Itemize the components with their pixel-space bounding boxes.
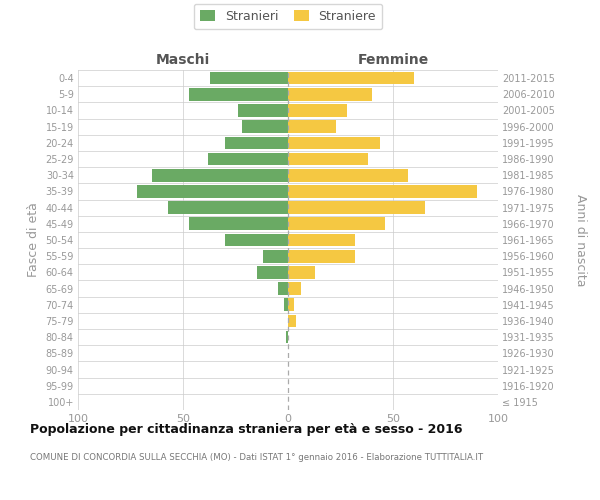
Text: Femmine: Femmine (358, 54, 428, 68)
Bar (210, 72, 288, 85)
Bar (151, 169, 288, 181)
Bar (286, 331, 288, 344)
Bar (263, 250, 288, 262)
Bar (288, 152, 368, 166)
Bar (288, 169, 408, 181)
Bar (208, 152, 288, 166)
Y-axis label: Anni di nascita: Anni di nascita (574, 194, 587, 286)
Bar (288, 218, 385, 230)
Bar (225, 234, 288, 246)
Bar (225, 136, 288, 149)
Bar (288, 185, 477, 198)
Bar (189, 218, 288, 230)
Bar (288, 120, 337, 133)
Y-axis label: Fasce di età: Fasce di età (27, 202, 40, 278)
Bar (288, 136, 380, 149)
Bar (288, 314, 296, 328)
Bar (288, 88, 372, 101)
Bar (238, 104, 288, 117)
Bar (288, 72, 414, 85)
Bar (284, 298, 288, 311)
Text: Maschi: Maschi (156, 54, 210, 68)
Bar (277, 282, 288, 295)
Bar (257, 266, 288, 278)
Bar (242, 120, 288, 133)
Bar (288, 282, 301, 295)
Bar (288, 266, 316, 278)
Bar (168, 202, 288, 214)
Bar (288, 234, 355, 246)
Bar (288, 250, 355, 262)
Legend: Stranieri, Straniere: Stranieri, Straniere (194, 4, 382, 29)
Bar (288, 104, 347, 117)
Bar (137, 185, 288, 198)
Bar (189, 88, 288, 101)
Bar (288, 298, 295, 311)
Text: Popolazione per cittadinanza straniera per età e sesso - 2016: Popolazione per cittadinanza straniera p… (30, 422, 463, 436)
Bar (288, 202, 425, 214)
Text: COMUNE DI CONCORDIA SULLA SECCHIA (MO) - Dati ISTAT 1° gennaio 2016 - Elaborazio: COMUNE DI CONCORDIA SULLA SECCHIA (MO) -… (30, 452, 483, 462)
